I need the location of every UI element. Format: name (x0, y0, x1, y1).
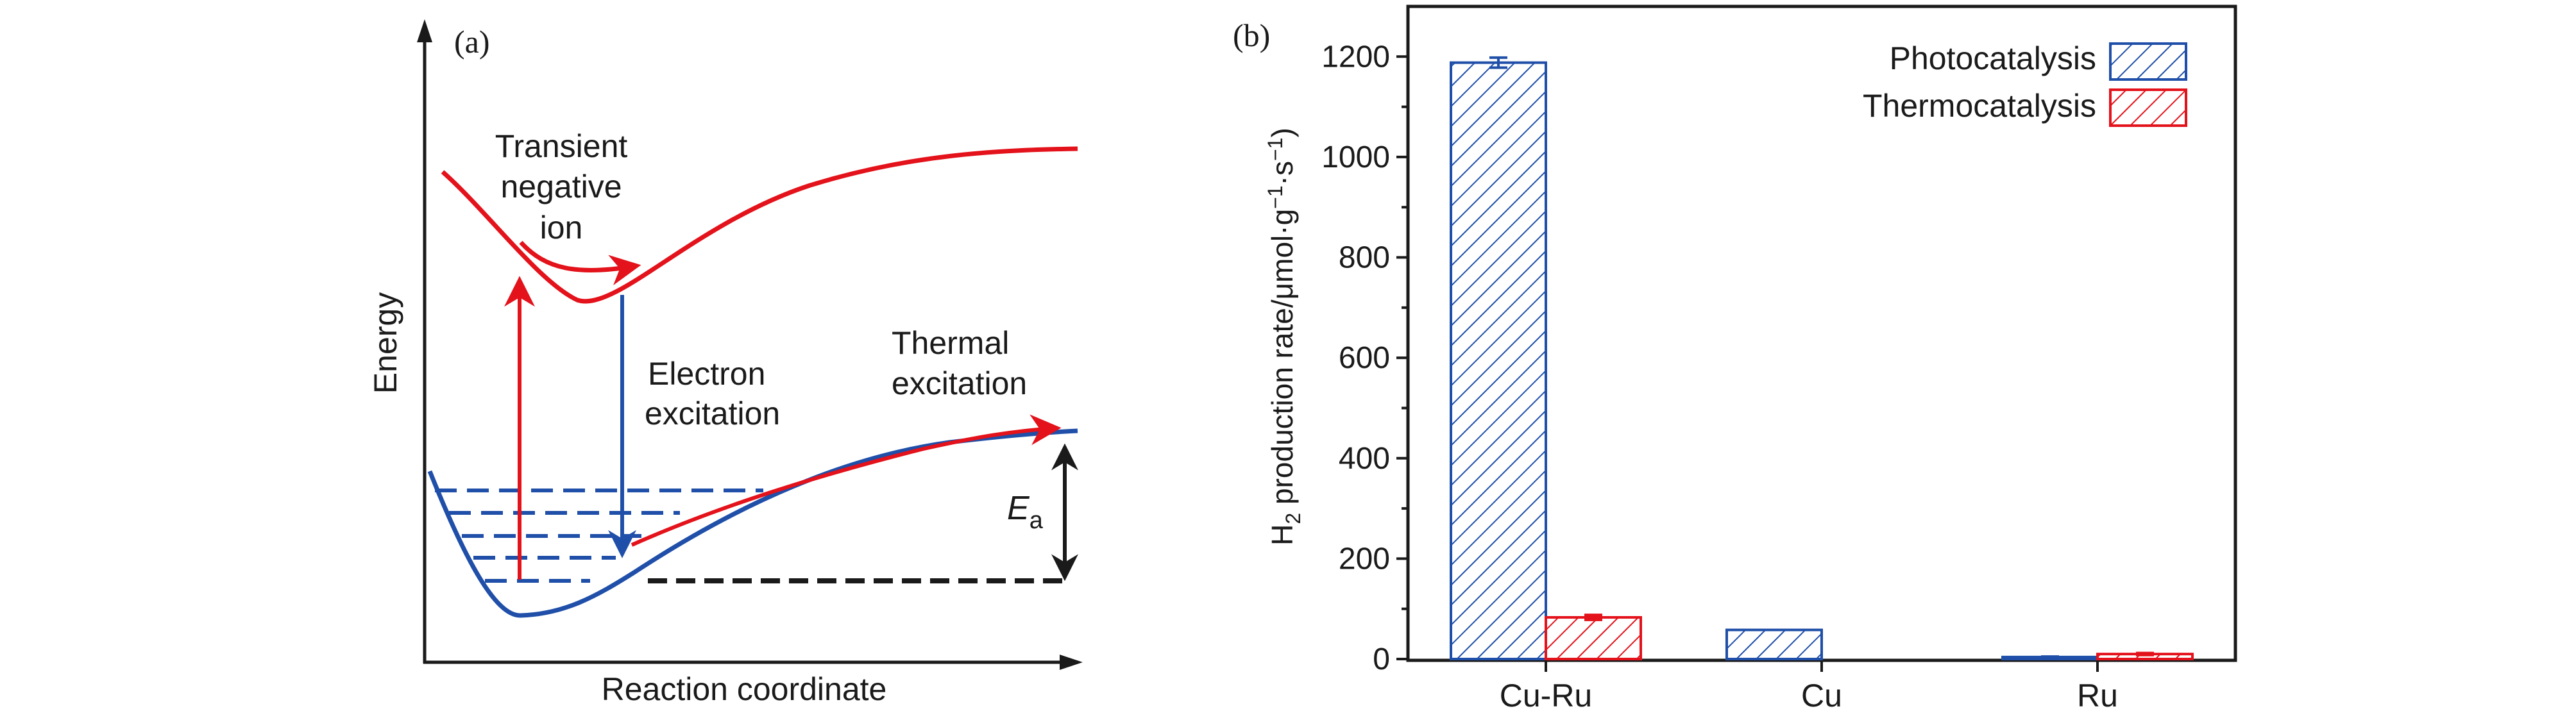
panel-a-x-axis-arrow (1060, 655, 1083, 670)
x-tick-label: Cu (1801, 678, 1842, 714)
panel-a-x-axis-label: Reaction coordinate (602, 671, 887, 707)
panel-b-label: (b) (1233, 17, 1270, 53)
thermal-excitation-arrow (631, 414, 1062, 547)
legend-swatch-thermocatalysis (2109, 88, 2187, 127)
y-tick-label: 800 (1339, 241, 1390, 275)
legend-label-photocatalysis: Photocatalysis (1890, 40, 2096, 76)
bars (1450, 56, 2194, 661)
transient-label-line3: ion (540, 210, 583, 246)
thermal-label-line2: excitation (892, 365, 1027, 401)
y-tick-label: 1000 (1321, 140, 1390, 174)
y-tick-label: 1200 (1321, 40, 1390, 74)
legend-swatch-photocatalysis (2109, 42, 2187, 81)
x-tick-label: Cu-Ru (1500, 678, 1592, 714)
bar-photocatalysis-cu-ru (1450, 61, 1547, 661)
panel-a-y-axis-label: Energy (368, 292, 403, 394)
bar-photocatalysis-cu (1725, 628, 1823, 661)
y-axis-ticks: 0 200 400 600 800 1000 1200 (1321, 40, 1408, 676)
transient-label-line1: Transient (495, 128, 628, 164)
x-axis-ticks: Cu-Ru Cu Ru (1500, 660, 2118, 714)
legend: Photocatalysis Thermocatalysis (1863, 40, 2187, 127)
y-tick-label: 200 (1339, 542, 1390, 576)
bar-thermocatalysis-cu-ru (1545, 616, 1642, 661)
panel-a-label: (a) (454, 24, 490, 60)
y-tick-label: 600 (1339, 341, 1390, 375)
x-tick-label: Ru (2077, 678, 2118, 714)
legend-label-thermocatalysis: Thermocatalysis (1863, 88, 2096, 124)
panel-b-chart: (b) 0 200 400 600 800 1000 1200 Cu-Ru Cu Ru H2 p… (1233, 4, 2237, 714)
thermal-label-line1: Thermal (892, 325, 1009, 361)
upper-potential-curve (441, 146, 1078, 304)
y-tick-label: 0 (1373, 642, 1390, 676)
transient-label-line2: negative (500, 169, 622, 205)
y-axis-label: H2 production rate/μmol·g−1·s−1) (1264, 128, 1305, 546)
panel-a-y-axis-arrow (417, 19, 432, 42)
y-tick-label: 400 (1339, 442, 1390, 476)
electron-label-line2: excitation (645, 396, 780, 431)
electron-label-line1: Electron (648, 356, 765, 392)
transient-ion-arrow (519, 240, 641, 285)
ground-state-curve (427, 428, 1078, 618)
panel-a-diagram: (a) Energy Reaction coordinate Transient… (368, 19, 1083, 707)
activation-energy-label: Ea (1007, 490, 1044, 534)
